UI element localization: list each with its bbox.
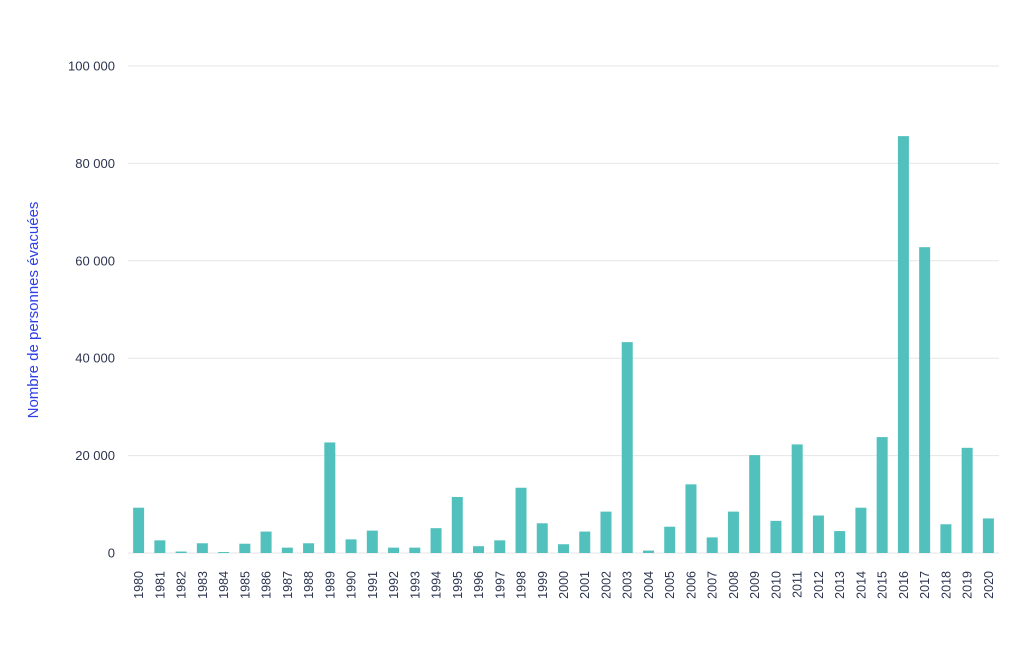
y-axis-title: Nombre de personnes évacuées <box>25 202 42 419</box>
x-tick-label: 2007 <box>706 571 720 599</box>
x-tick-label: 2005 <box>663 571 677 599</box>
bar-2017 <box>919 247 931 553</box>
bar-1988 <box>303 543 315 553</box>
x-tick-label: 2004 <box>642 571 656 599</box>
x-tick-label: 1995 <box>451 571 465 599</box>
bar-1996 <box>473 546 485 553</box>
bar-2012 <box>812 515 824 553</box>
bar-2005 <box>664 526 676 553</box>
bar-2007 <box>706 537 718 553</box>
gridlines <box>128 65 999 554</box>
bar-1997 <box>494 540 506 553</box>
bar-2008 <box>727 511 739 553</box>
bar-2000 <box>558 544 569 553</box>
bar-1991 <box>366 530 378 553</box>
x-tick-label: 1983 <box>196 571 210 599</box>
bars <box>133 136 994 554</box>
y-tick-label: 60 000 <box>75 253 115 268</box>
bar-2001 <box>579 531 591 553</box>
x-tick-label: 1989 <box>323 571 337 599</box>
bar-1981 <box>154 540 166 553</box>
bar-2010 <box>770 520 782 553</box>
x-tick-label: 1980 <box>132 571 146 599</box>
bar-2009 <box>749 455 761 553</box>
bar-2016 <box>897 136 909 554</box>
x-tick-label: 1984 <box>217 571 231 599</box>
x-tick-label: 1999 <box>536 571 550 599</box>
x-tick-label: 1992 <box>387 571 401 599</box>
bar-2002 <box>600 511 612 553</box>
y-tick-label: 40 000 <box>75 351 115 366</box>
x-tick-label: 2016 <box>897 571 911 599</box>
bar-1982 <box>175 551 187 553</box>
y-axis-ticks: 0 20 000 40 000 60 000 80 000 100 000 <box>68 59 115 561</box>
x-tick-label: 1991 <box>366 571 380 599</box>
x-tick-label: 2011 <box>791 571 805 598</box>
x-tick-label: 2003 <box>621 571 635 599</box>
x-tick-label: 2020 <box>982 571 996 599</box>
x-tick-label: 2002 <box>599 571 613 599</box>
bar-2014 <box>855 507 867 553</box>
bar-1995 <box>451 496 463 553</box>
x-tick-label: 1998 <box>515 571 529 599</box>
bar-1998 <box>515 487 527 553</box>
x-tick-label: 2001 <box>578 571 592 599</box>
bar-1989 <box>324 442 336 553</box>
x-tick-label: 1993 <box>408 571 422 599</box>
y-tick-label: 100 000 <box>68 59 115 74</box>
x-tick-label: 1987 <box>281 571 295 599</box>
bar-2019 <box>961 447 973 553</box>
bar-1990 <box>345 539 357 553</box>
bar-2006 <box>685 484 697 553</box>
x-tick-label: 2009 <box>748 571 762 599</box>
y-tick-label: 0 <box>108 546 115 561</box>
bar-1983 <box>196 543 208 553</box>
x-tick-label: 1981 <box>153 571 167 599</box>
x-tick-label: 2013 <box>833 571 847 599</box>
x-tick-label: 2008 <box>727 571 741 599</box>
x-tick-label: 2018 <box>939 571 953 599</box>
bar-1987 <box>281 547 293 553</box>
bar-2020 <box>982 518 994 553</box>
bar-2018 <box>940 524 952 553</box>
bar-1992 <box>388 547 400 553</box>
x-tick-label: 2019 <box>961 571 975 599</box>
bar-2011 <box>791 444 803 553</box>
bar-1986 <box>260 531 272 553</box>
x-tick-label: 2014 <box>854 571 868 599</box>
bar-1999 <box>536 523 548 553</box>
bar-2013 <box>834 531 846 553</box>
x-tick-label: 2006 <box>684 571 698 599</box>
x-tick-label: 1982 <box>175 571 189 599</box>
x-tick-label: 2010 <box>769 571 783 599</box>
x-tick-label: 1986 <box>260 571 274 599</box>
x-axis-ticks: 1980 1981 1982 1983 1984 1985 1986 1987 1988 1989… <box>132 571 996 599</box>
bar-2004 <box>642 550 654 553</box>
x-tick-label: 1988 <box>302 571 316 599</box>
bar-2003 <box>621 342 633 553</box>
x-tick-label: 1994 <box>430 571 444 599</box>
bar-1993 <box>409 547 421 553</box>
x-tick-label: 2012 <box>812 571 826 599</box>
bar-1984 <box>218 552 230 553</box>
x-tick-label: 2017 <box>918 571 932 599</box>
y-tick-label: 80 000 <box>75 156 115 171</box>
x-tick-label: 1996 <box>472 571 486 599</box>
bar-1985 <box>239 543 251 553</box>
y-tick-label: 20 000 <box>75 448 115 463</box>
x-tick-label: 2000 <box>557 571 571 599</box>
x-tick-label: 1997 <box>493 571 507 599</box>
bar-2015 <box>876 437 888 553</box>
x-tick-label: 1990 <box>345 571 359 599</box>
bar-1980 <box>133 507 145 553</box>
x-tick-label: 2015 <box>876 571 890 599</box>
bar-1994 <box>430 528 442 553</box>
x-tick-label: 1985 <box>238 571 252 599</box>
